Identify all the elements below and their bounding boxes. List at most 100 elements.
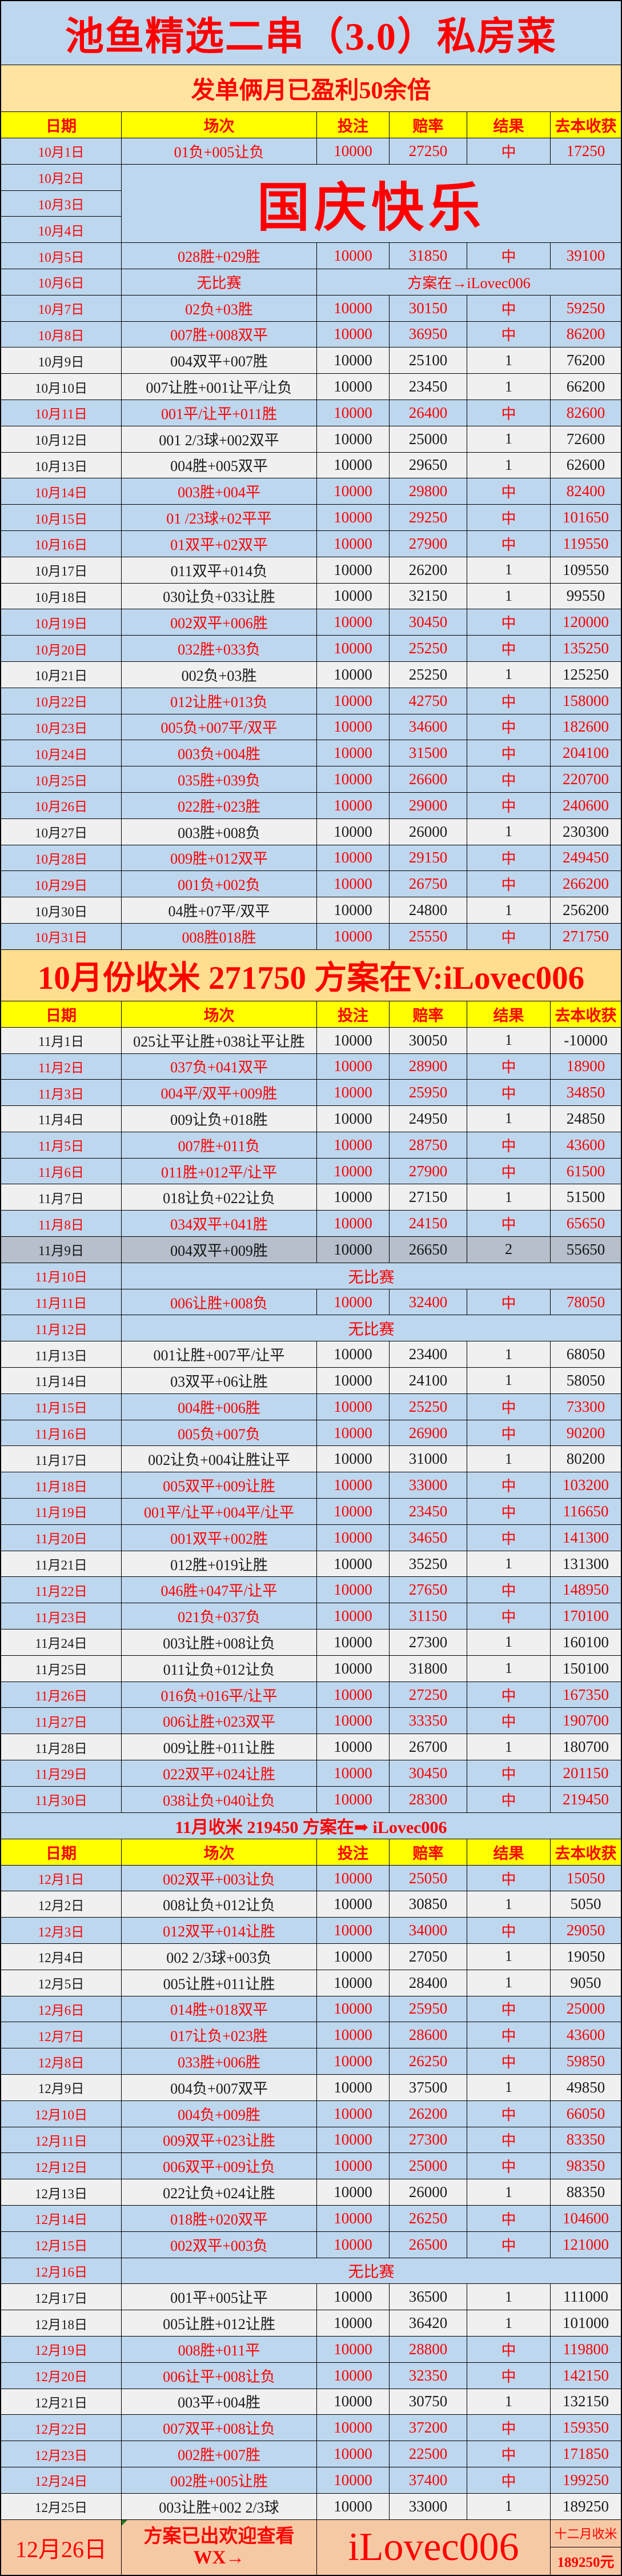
harvest-cell: 59250 <box>566 299 605 317</box>
table-row: 11月22日 046胜+047平/让平 10000 27650 中 148950 <box>1 1577 621 1604</box>
bet-cell: 10000 <box>317 792 390 818</box>
bet-cell: 10000 <box>317 871 390 897</box>
odds-cell: 32350 <box>390 2362 467 2389</box>
table-row: 12月18日 005让胜+012让胜 10000 36420 1 101000 <box>1 2310 621 2337</box>
odds-cell: 25000 <box>390 2153 467 2179</box>
result-cell: 中 <box>467 2153 551 2179</box>
column-header-date: 日期 <box>1 112 122 138</box>
bet-cell: 10000 <box>317 714 390 740</box>
table-row: 11月11日 006让胜+008负 10000 32400 中 78050 <box>1 1289 621 1316</box>
result-cell: 中 <box>467 243 551 269</box>
match-cell: 018让负+022让负 <box>122 1184 317 1211</box>
odds-cell: 24100 <box>390 1368 467 1393</box>
bet-cell: 10000 <box>317 636 390 661</box>
odds-cell: 37400 <box>390 2467 467 2493</box>
date-cell: 12月7日 <box>1 2022 122 2048</box>
harvest-cell: 43600 <box>566 2026 605 2044</box>
no-match-row: 12月16日 无比赛 <box>1 2258 621 2285</box>
harvest-cell: 101650 <box>563 509 609 526</box>
column-header-odds: 赔率 <box>390 112 467 138</box>
result-cell: 中 <box>467 688 551 714</box>
result-cell: 中 <box>467 1708 551 1734</box>
bet-cell: 10000 <box>317 897 390 923</box>
result-cell: 中 <box>467 1158 551 1184</box>
odds-cell: 26750 <box>390 871 467 897</box>
result-cell: 中 <box>467 2336 551 2362</box>
column-header-result: 结果 <box>467 112 551 138</box>
bet-cell: 10000 <box>317 557 390 583</box>
odds-cell: 25250 <box>390 661 467 688</box>
date-cell: 10月8日 <box>1 321 122 348</box>
odds-cell: 22500 <box>390 2441 467 2467</box>
odds-cell: 32150 <box>390 583 467 609</box>
result-cell: 1 <box>467 1734 551 1760</box>
odds-cell: 26000 <box>390 818 467 845</box>
match-cell: 02负+03胜 <box>122 295 317 321</box>
table-row: 11月23日 021负+037负 10000 31150 中 170100 <box>1 1603 621 1630</box>
result-cell: 1 <box>467 1551 551 1577</box>
date-cell: 11月16日 <box>1 1420 122 1446</box>
match-cell: 002胜+007胜 <box>122 2441 317 2467</box>
harvest-cell: 90200 <box>566 1424 605 1441</box>
result-cell: 1 <box>467 426 551 452</box>
match-cell: 025让平让胜+038让平让胜 <box>122 1027 317 1053</box>
bet-cell: 10000 <box>317 1211 390 1237</box>
date-cell: 10月20日 <box>1 636 122 661</box>
result-cell: 中 <box>467 1577 551 1603</box>
result-cell: 中 <box>467 1211 551 1237</box>
column-header-harvest: 去本收获 <box>555 1844 617 1862</box>
bet-cell: 10000 <box>317 609 390 636</box>
harvest-cell: 78050 <box>566 1293 605 1311</box>
no-match-row: 11月10日 无比赛 <box>1 1263 621 1289</box>
table-row: 11月25日 011让负+012让负 10000 31800 1 150100 <box>1 1655 621 1682</box>
bet-cell: 10000 <box>317 1027 390 1053</box>
table-row: 10月10日 007让胜+001让平/让负 10000 23450 1 66200 <box>1 374 621 400</box>
result-cell: 中 <box>467 1080 551 1106</box>
odds-cell: 27650 <box>390 1577 467 1603</box>
date-cell: 10月4日 <box>38 223 85 238</box>
harvest-cell: 125250 <box>563 665 609 683</box>
bet-cell: 10000 <box>317 243 390 269</box>
result-cell: 中 <box>467 1603 551 1630</box>
december-total-cell: 十二月收米 189250元 <box>551 2520 621 2575</box>
bet-cell: 10000 <box>317 400 390 426</box>
result-cell: 1 <box>467 1970 551 1996</box>
date-cell: 11月27日 <box>1 1708 122 1734</box>
harvest-cell: 170100 <box>563 1607 609 1625</box>
match-cell: 002胜+005让胜 <box>122 2467 317 2493</box>
holiday-dates: 10月2日 10月3日 10月4日 <box>1 164 122 243</box>
match-cell: 004双平+007胜 <box>122 348 317 374</box>
result-cell: 2 <box>467 1237 551 1263</box>
harvest-cell: 51500 <box>566 1188 605 1206</box>
match-cell: 002 2/3球+003负 <box>122 1944 317 1970</box>
table-row: 11月18日 005双平+009让胜 10000 33000 中 103200 <box>1 1472 621 1499</box>
date-cell: 12月2日 <box>1 1891 122 1918</box>
odds-cell: 27900 <box>390 530 467 557</box>
harvest-cell: 182600 <box>563 718 609 736</box>
odds-cell: 26000 <box>390 2179 467 2205</box>
harvest-cell: 34850 <box>566 1084 605 1101</box>
harvest-cell: 49850 <box>566 2078 605 2096</box>
date-cell: 11月7日 <box>1 1184 122 1211</box>
match-cell: 009双平+023让胜 <box>122 2127 317 2153</box>
match-cell: 012双平+014让胜 <box>122 1918 317 1943</box>
result-cell: 中 <box>467 1132 551 1158</box>
date-cell: 10月23日 <box>1 714 122 740</box>
match-cell: 022让负+024让胜 <box>122 2179 317 2205</box>
result-cell: 1 <box>467 1184 551 1211</box>
date-cell: 11月29日 <box>1 1760 122 1786</box>
odds-cell: 27300 <box>390 2127 467 2153</box>
odds-cell: 27150 <box>390 1184 467 1211</box>
bet-cell: 10000 <box>317 2100 390 2127</box>
bet-cell: 10000 <box>317 348 390 374</box>
odds-cell: 23400 <box>390 1341 467 1368</box>
date-cell: 11月2日 <box>1 1053 122 1080</box>
match-cell: 005负+007负 <box>122 1420 317 1446</box>
harvest-cell: 249450 <box>563 849 609 866</box>
odds-cell: 33000 <box>390 2493 467 2519</box>
odds-cell: 25950 <box>390 1996 467 2022</box>
contact-note-cell: 方案在→iLovec006 <box>407 274 531 291</box>
table-row: 12月11日 009双平+023让胜 10000 27300 中 83350 <box>1 2127 621 2154</box>
odds-cell: 26250 <box>390 2048 467 2074</box>
table-row: 12月9日 004负+007双平 10000 37500 1 49850 <box>1 2074 621 2101</box>
